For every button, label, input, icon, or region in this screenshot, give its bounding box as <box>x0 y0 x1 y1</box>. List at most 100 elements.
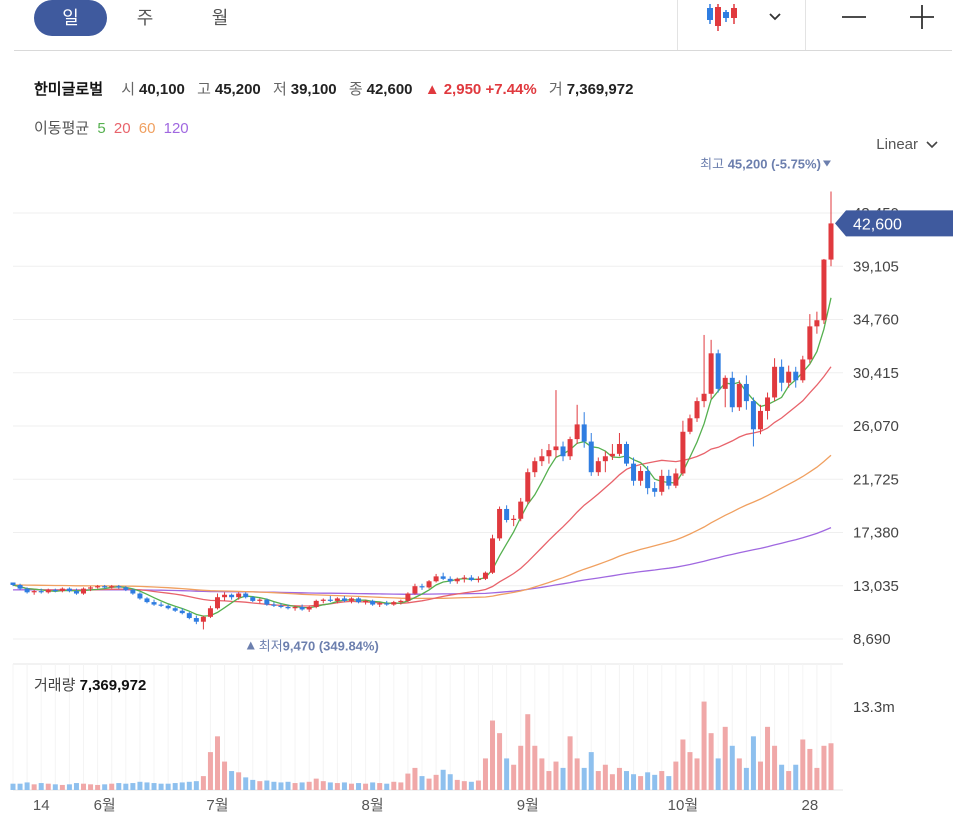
volume-bar <box>292 783 298 790</box>
volume-bar <box>525 714 531 790</box>
volume-bar <box>348 783 354 790</box>
volume-bar <box>327 782 333 790</box>
candle-body <box>511 518 517 520</box>
volume-bar <box>821 745 827 790</box>
volume-bar <box>229 771 235 790</box>
stock-name: 한미글로벌 <box>34 81 104 98</box>
candle-body <box>88 587 94 589</box>
candle-body <box>666 475 672 486</box>
tab-day[interactable]: 일 <box>34 0 107 36</box>
volume-bar <box>116 783 122 790</box>
volume-bar <box>95 784 101 790</box>
current-price-label: 42,600 <box>853 216 902 233</box>
y-tick-label: 26,070 <box>853 418 899 435</box>
high-annotation: 최고 45,200 (-5.75%) <box>700 157 821 172</box>
candle-body <box>807 326 813 360</box>
candle-body <box>715 353 721 389</box>
candle-body <box>348 598 354 601</box>
ma-legend-label: 이동평균 <box>34 120 90 137</box>
volume-bar <box>384 783 390 790</box>
ma20-legend[interactable]: 20 <box>113 120 131 137</box>
volume-bar <box>736 758 742 790</box>
y-tick-label: 30,415 <box>853 365 899 382</box>
zoom-out-button[interactable] <box>836 0 872 34</box>
volume-bar <box>574 758 580 790</box>
chart-type-button[interactable] <box>694 0 750 34</box>
x-tick-label: 10월 <box>668 797 699 814</box>
candle-body <box>81 588 87 594</box>
candle-body <box>158 604 164 606</box>
ma120-legend[interactable]: 120 <box>163 120 189 137</box>
candle-body <box>532 461 538 473</box>
candle-body <box>102 586 108 588</box>
candle-body <box>73 591 79 594</box>
high-marker-icon <box>822 160 831 167</box>
toolbar-divider <box>805 0 806 50</box>
volume-bar <box>172 783 178 790</box>
candle-body <box>95 586 101 588</box>
x-tick-label: 28 <box>802 797 819 814</box>
volume-bar <box>73 783 79 790</box>
candle-body <box>419 586 425 588</box>
volume-bar <box>59 784 65 790</box>
volume-bar <box>504 758 510 790</box>
volume-bar <box>772 745 778 790</box>
candle-body <box>567 439 573 457</box>
chart-type-dropdown[interactable] <box>764 0 786 34</box>
volume-bar <box>715 758 721 790</box>
volume-bar <box>518 745 524 790</box>
volume-bar <box>31 784 37 790</box>
volume-bar <box>24 782 30 790</box>
tab-week[interactable]: 주 <box>136 8 154 28</box>
volume-bar <box>567 736 573 790</box>
volume-bar <box>743 767 749 790</box>
candle-body <box>482 572 488 579</box>
candle-body <box>779 366 785 383</box>
candle-body <box>638 470 644 481</box>
candle-body <box>757 410 763 430</box>
high-label: 고 <box>197 81 211 98</box>
candle-body <box>391 602 397 605</box>
zoom-in-button[interactable] <box>904 0 940 34</box>
volume-bar <box>793 764 799 790</box>
tab-month[interactable]: 월 <box>211 8 229 28</box>
candle-body <box>750 401 756 430</box>
volume-bar <box>765 726 771 790</box>
scale-dropdown[interactable]: Linear <box>876 136 938 153</box>
volume-bar <box>539 758 545 790</box>
volume-bar <box>433 774 439 790</box>
ma60-legend[interactable]: 60 <box>138 120 156 137</box>
close-value: 42,600 <box>366 81 413 98</box>
candle-body <box>334 598 340 601</box>
volume-bar <box>363 783 369 790</box>
volume-bar <box>652 774 658 790</box>
volume-bar <box>595 771 601 790</box>
candle-body <box>475 578 481 581</box>
volume-bar <box>356 783 362 790</box>
candle-body <box>426 581 432 588</box>
volume-bar <box>426 778 432 790</box>
volume-bar <box>694 758 700 790</box>
candle-body <box>701 393 707 402</box>
ma5-legend[interactable]: 5 <box>97 120 106 137</box>
candle-body <box>109 586 115 588</box>
x-tick-label: 6월 <box>94 797 116 814</box>
volume-bar <box>278 782 284 790</box>
open-value: 40,100 <box>139 81 185 98</box>
volume-bar <box>405 773 411 790</box>
volume-bar <box>807 748 813 790</box>
candle-body <box>814 320 820 327</box>
volume-bar <box>299 782 305 790</box>
volume-bar <box>546 771 552 790</box>
volume-bar <box>750 736 756 790</box>
candle-body <box>546 450 552 457</box>
candle-body <box>130 589 136 594</box>
volume-y-tick: 13.3m <box>853 699 895 716</box>
volume-bar <box>158 783 164 790</box>
volume-bar <box>102 784 108 790</box>
volume-bar <box>179 782 185 790</box>
close-label: 종 <box>348 81 363 98</box>
candle-body <box>186 613 192 619</box>
volume-bar <box>560 767 566 790</box>
